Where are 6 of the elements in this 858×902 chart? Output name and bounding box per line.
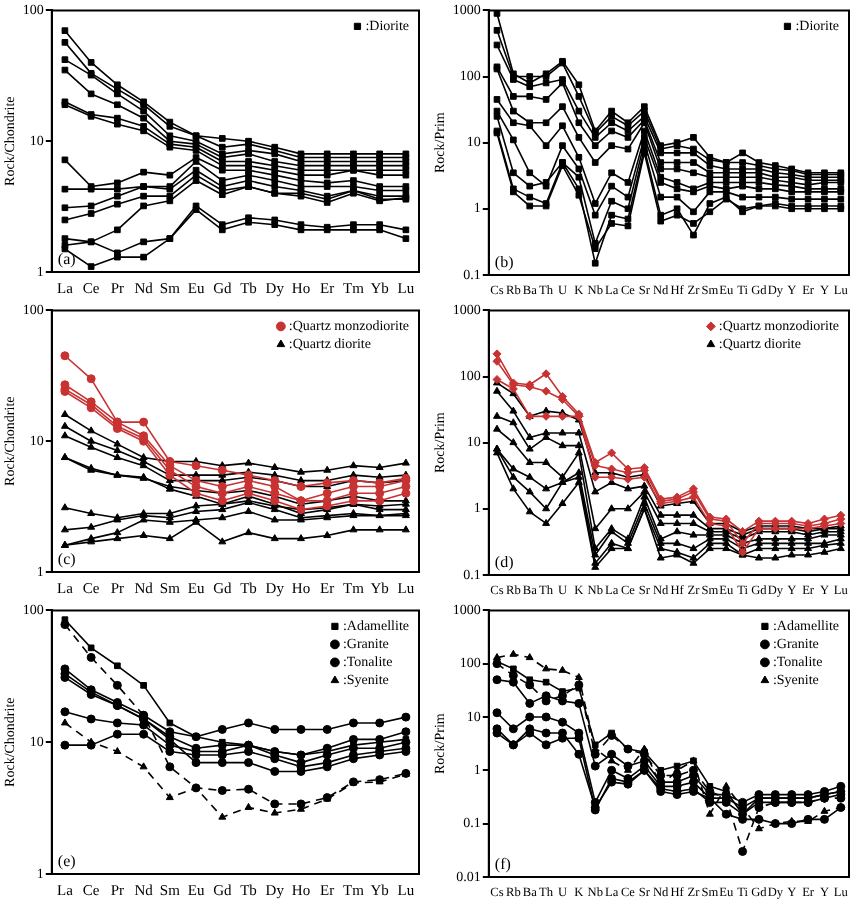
annotation: (c) — [57, 550, 77, 569]
annotation: (a) — [57, 250, 77, 269]
annotation: (f) — [494, 855, 512, 874]
annotation: (d) — [494, 553, 515, 572]
annotation: (b) — [494, 253, 515, 272]
annotation: (e) — [57, 852, 77, 871]
